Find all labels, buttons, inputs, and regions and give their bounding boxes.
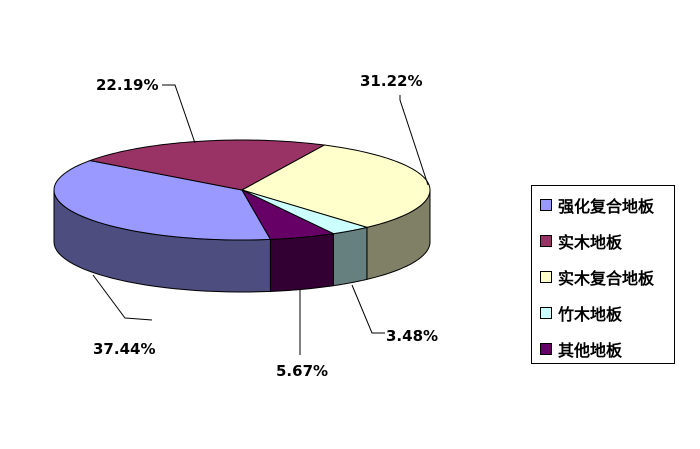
legend-label: 强化复合地板 — [558, 197, 655, 216]
legend-label: 竹木地板 — [558, 305, 623, 324]
legend-swatch — [540, 307, 552, 319]
data-label-2: 31.22% — [360, 72, 422, 90]
data-label-0: 37.44% — [93, 340, 155, 358]
leader-line-2 — [399, 95, 429, 186]
legend-swatch — [540, 271, 552, 283]
leader-line-3 — [351, 284, 385, 334]
legend-item: 强化复合地板 — [540, 192, 654, 218]
pie-slice-4 — [240, 188, 336, 240]
legend-item: 实木复合地板 — [540, 264, 654, 290]
legend-item: 实木地板 — [540, 228, 622, 254]
legend-item: 其他地板 — [540, 336, 622, 362]
legend-label: 其他地板 — [558, 341, 623, 360]
leader-line-0 — [92, 274, 153, 321]
data-label-1: 22.19% — [96, 76, 158, 94]
legend-item: 竹木地板 — [540, 300, 622, 326]
pie-side-4 — [269, 233, 334, 292]
legend-label: 实木地板 — [558, 233, 623, 252]
legend-swatch — [540, 343, 552, 355]
legend-swatch — [540, 235, 552, 247]
legend-label: 实木复合地板 — [558, 269, 655, 288]
pie-slice-3 — [241, 189, 369, 235]
legend: 强化复合地板 实木地板实木复合地板 竹木地板其他地板 — [531, 185, 675, 364]
pie-slice-2 — [240, 144, 431, 228]
pie-slice-0 — [53, 160, 272, 241]
pie-side-3 — [332, 226, 368, 287]
leader-line-1 — [162, 84, 196, 144]
legend-swatch — [540, 199, 552, 211]
data-label-4: 5.67% — [276, 362, 328, 380]
pie-slice-1 — [88, 139, 326, 191]
data-label-3: 3.48% — [386, 327, 438, 345]
